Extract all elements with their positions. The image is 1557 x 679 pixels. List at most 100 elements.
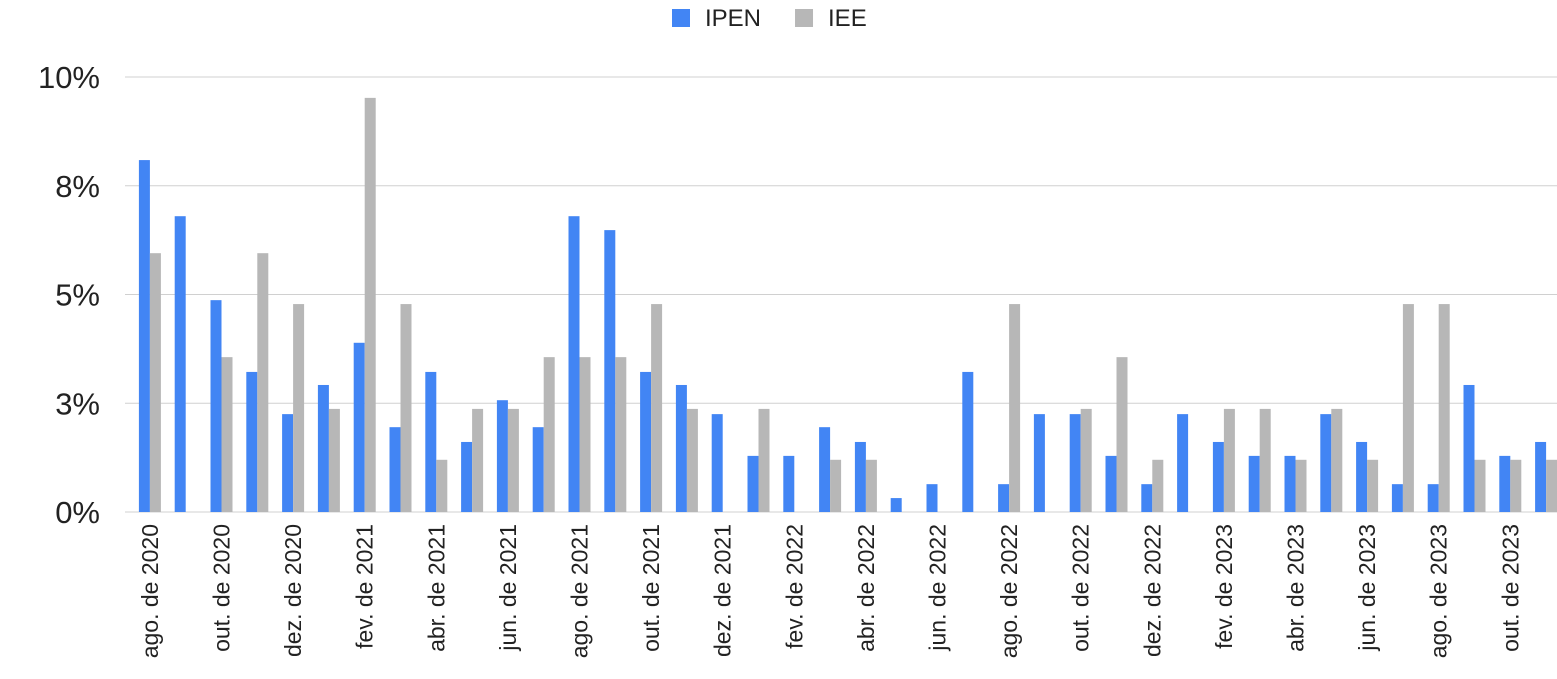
bar (854, 441, 866, 512)
bar (257, 253, 269, 513)
bar (1152, 459, 1164, 512)
bar (1069, 414, 1081, 512)
bar (1438, 304, 1450, 512)
bar (353, 342, 365, 512)
bar (711, 414, 723, 512)
bar (758, 408, 770, 512)
x-tick-label: ago. de 2021 (567, 524, 593, 658)
bar (890, 498, 902, 512)
y-tick-label: 5% (55, 278, 100, 313)
x-tick-label: out. de 2023 (1497, 524, 1523, 652)
bar (640, 371, 652, 512)
x-tick-label: jun. de 2021 (495, 524, 521, 652)
bar (425, 371, 437, 512)
bar (1331, 408, 1343, 512)
bar (926, 484, 938, 512)
bar (1248, 455, 1260, 512)
bar (400, 304, 412, 512)
bar (1009, 304, 1021, 512)
x-tick-label: ago. de 2020 (137, 524, 163, 658)
bar (1499, 455, 1511, 512)
bar (364, 97, 376, 512)
bar (1116, 357, 1128, 512)
bar (783, 455, 795, 512)
bar (149, 253, 161, 513)
bar (246, 371, 258, 512)
bar (1259, 408, 1271, 512)
x-tick-label: fev. de 2021 (352, 524, 378, 649)
bar (1141, 484, 1153, 512)
bar (819, 427, 831, 512)
bar (461, 441, 473, 512)
bar (962, 371, 974, 512)
y-tick-label: 3% (55, 386, 100, 421)
y-tick-label: 0% (55, 495, 100, 530)
x-tick-label: fev. de 2023 (1211, 524, 1237, 649)
bar (830, 459, 842, 512)
bar (532, 427, 544, 512)
bar (317, 384, 329, 512)
bar (1535, 441, 1547, 512)
x-tick-label: fev. de 2022 (781, 524, 807, 649)
bar (1212, 441, 1224, 512)
bar (138, 160, 150, 512)
bar (1427, 484, 1439, 512)
bar (436, 459, 448, 512)
x-tick-label: out. de 2020 (209, 524, 235, 652)
bar (651, 304, 663, 512)
bar (568, 216, 580, 512)
x-tick-label: dez. de 2022 (1139, 524, 1165, 657)
y-tick-label: 10% (38, 60, 100, 95)
bar (1391, 484, 1403, 512)
x-tick-label: abr. de 2021 (423, 524, 449, 652)
bar (282, 414, 294, 512)
bar (998, 484, 1010, 512)
bar (1080, 408, 1092, 512)
legend-swatch (672, 9, 690, 27)
bar (1177, 414, 1189, 512)
bar (1356, 441, 1368, 512)
bar (1402, 304, 1414, 512)
legend-label: IPEN (705, 5, 761, 32)
x-tick-label: out. de 2022 (1068, 524, 1094, 652)
bar (496, 400, 508, 512)
bar (1546, 459, 1557, 512)
x-tick-label: jun. de 2023 (1354, 524, 1380, 652)
bar (579, 357, 591, 512)
bar (1033, 414, 1045, 512)
x-tick-label: dez. de 2020 (280, 524, 306, 657)
bar (865, 459, 877, 512)
bar (675, 384, 687, 512)
bar (210, 300, 222, 512)
x-tick-label: abr. de 2023 (1283, 524, 1309, 652)
x-tick-label: jun. de 2022 (925, 524, 951, 652)
bar (293, 304, 305, 512)
bar (1284, 455, 1296, 512)
x-tick-label: ago. de 2022 (996, 524, 1022, 658)
bar (1320, 414, 1332, 512)
bar (1474, 459, 1486, 512)
bar (507, 408, 519, 512)
bar (328, 408, 340, 512)
bar (389, 427, 401, 512)
y-tick-label: 8% (55, 169, 100, 204)
bar (1223, 408, 1235, 512)
x-tick-label: abr. de 2022 (853, 524, 879, 652)
bar (615, 357, 627, 512)
x-tick-label: out. de 2021 (638, 524, 664, 652)
bar (472, 408, 484, 512)
bar (543, 357, 555, 512)
bar (747, 455, 759, 512)
legend-label: IEE (828, 5, 867, 32)
bar (604, 230, 616, 512)
bar (1367, 459, 1379, 512)
bar (1463, 384, 1475, 512)
x-tick-label: ago. de 2023 (1426, 524, 1452, 658)
bar (1105, 455, 1117, 512)
bar (221, 357, 233, 512)
bar (686, 408, 698, 512)
legend-swatch (795, 9, 814, 27)
bar (1295, 459, 1307, 512)
bar (1510, 459, 1522, 512)
